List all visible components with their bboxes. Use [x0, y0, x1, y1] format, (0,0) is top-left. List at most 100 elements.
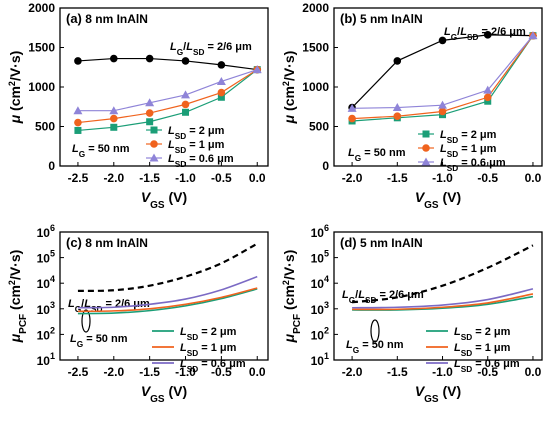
- panel-title: (c) 8 nm InAlN: [66, 235, 148, 250]
- x-tick-label: -1.5: [139, 365, 160, 379]
- legend-marker: [422, 130, 430, 138]
- data-point-l-g-l-sd-2-6-m: [438, 36, 447, 45]
- series-line-l-g-l-sd-2-6-m: [77, 242, 258, 293]
- x-axis-title: VGS (V): [141, 189, 187, 211]
- y-tick-label: 0: [48, 159, 55, 173]
- data-point-l-sd-0p6-m: [528, 31, 538, 40]
- series-line-l-sd-2-m: [77, 69, 258, 132]
- data-point-l-g-l-sd-2-6-m: [217, 61, 226, 69]
- panel-title: (d) 5 nm InAlN: [340, 235, 423, 250]
- data-point-l-sd-2-m: [484, 97, 492, 105]
- legend-label-l-sd-2-m: LSD = 2 μm: [180, 326, 237, 342]
- series-line-l-g-l-sd-2-6-m: [351, 34, 533, 108]
- data-point-l-sd-2-m: [110, 123, 118, 131]
- data-point-l-sd-2-m: [182, 108, 190, 116]
- annotation-lg: LG = 50 nm: [72, 143, 130, 159]
- data-point-l-sd-0p6-m: [438, 100, 448, 109]
- legend-label-l-sd-1-m: LSD = 1 μm: [180, 342, 237, 358]
- y-axis-title: μPCF (cm2/V·s): [281, 250, 303, 344]
- annotation-lg: LG = 50 nm: [348, 147, 406, 163]
- x-tick-label: -2.5: [68, 171, 89, 185]
- x-tick-label: -1.5: [139, 171, 160, 185]
- x-tick-label: -0.5: [477, 365, 498, 379]
- data-point-l-sd-0p6-m: [145, 98, 155, 107]
- plot-frame: [59, 231, 269, 361]
- y-tick-label: 104: [311, 274, 329, 291]
- legend-marker: [149, 153, 159, 162]
- legend-label-l-sd-0p6-m: LSD = 0.6 μm: [454, 358, 520, 374]
- data-point-l-sd-0p6-m: [73, 106, 83, 115]
- y-tick-label: 1500: [28, 41, 55, 55]
- data-point-l-sd-1-m: [393, 112, 402, 121]
- data-point-l-g-l-sd-2-6-m: [145, 54, 154, 63]
- x-tick-label: -0.5: [477, 171, 498, 185]
- y-tick-label: 102: [37, 325, 55, 342]
- series-line-l-g-l-sd-2-6-m: [351, 244, 534, 304]
- legend-label-l-sd-2-m: LSD = 2 μm: [168, 125, 225, 141]
- x-tick-label: -2.0: [103, 365, 124, 379]
- x-tick-label: 0.0: [525, 365, 542, 379]
- legend-label-l-sd-1-m: LSD = 1 μm: [168, 139, 225, 155]
- plot-frame: [333, 231, 543, 361]
- data-point-l-g-l-sd-2-6-m: [393, 57, 402, 65]
- y-tick-label: 105: [311, 249, 329, 266]
- y-tick-label: 0: [322, 159, 329, 173]
- data-point-l-sd-0p6-m: [252, 65, 262, 74]
- x-axis-title: VGS (V): [415, 189, 461, 211]
- chart-panel-c: -2.5 -2.0 -1.5 -1.0 -0.5 0.0 101 102 103 104 105 10…: [7, 223, 269, 405]
- x-tick-label: -1.0: [432, 365, 453, 379]
- x-tick-label: 0.0: [525, 171, 542, 185]
- y-tick-label: 500: [35, 120, 55, 134]
- data-point-l-sd-0p6-m: [347, 103, 357, 112]
- chart-panel-b: -2.0 -1.5 -1.0 -0.5 0.0 0 500 1000 1500 2000 (b) 5…: [281, 1, 543, 211]
- data-point-l-sd-0p6-m: [181, 90, 191, 99]
- y-tick-label: 106: [311, 223, 329, 240]
- x-tick-label: -1.0: [175, 365, 196, 379]
- data-point-l-sd-1-m: [438, 107, 447, 116]
- data-point-l-sd-1-m: [109, 114, 118, 123]
- series-line-l-sd-0p6-m: [77, 69, 258, 112]
- series-line-l-sd-2-m: [77, 288, 258, 315]
- y-tick-label: 2000: [28, 1, 55, 15]
- data-point-l-sd-2-m: [74, 126, 82, 134]
- data-point-l-sd-1-m: [483, 93, 492, 102]
- data-point-l-sd-2-m: [217, 93, 225, 101]
- y-tick-label: 101: [311, 351, 329, 368]
- data-point-l-sd-0p6-m: [109, 106, 119, 115]
- y-tick-label: 104: [37, 274, 55, 291]
- series-group-ellipse: [81, 309, 91, 333]
- data-point-l-sd-0p6-m: [216, 76, 226, 85]
- data-point-l-sd-1-m: [74, 118, 82, 127]
- y-tick-label: 103: [311, 300, 329, 317]
- y-tick-label: 1000: [28, 80, 55, 94]
- annotation-lg: LG = 50 nm: [70, 333, 128, 349]
- series-line-l-sd-1-m: [77, 69, 258, 124]
- annotation-lg: LG = 50 nm: [346, 339, 404, 355]
- legend-marker: [421, 157, 431, 166]
- x-tick-label: -1.5: [387, 171, 408, 185]
- x-tick-label: -2.0: [342, 171, 363, 185]
- x-tick-label: 0.0: [249, 171, 266, 185]
- chart-panel-a: -2.5 -2.0 -1.5 -1.0 -0.5 0.0 0 500 1000 1500 2000 (…: [7, 1, 269, 211]
- legend-marker: [150, 126, 158, 134]
- legend-label-l-sd-0p6-m: LSD = 0.6 μm: [168, 153, 234, 169]
- x-tick-label: -1.0: [175, 171, 196, 185]
- x-tick-label: -0.5: [211, 365, 232, 379]
- data-point-l-sd-1-m: [145, 109, 154, 117]
- series-line-l-sd-0p6-m: [352, 288, 534, 309]
- data-point-l-sd-0p6-m: [392, 103, 402, 112]
- legend-marker: [422, 144, 430, 152]
- x-tick-label: -1.0: [432, 171, 453, 185]
- legend-label-l-sd-1-m: LSD = 1 μm: [454, 342, 511, 358]
- y-tick-label: 106: [37, 223, 55, 240]
- data-point-l-g-l-sd-2-6-m: [181, 57, 190, 65]
- series-group-ellipse: [370, 319, 380, 343]
- data-point-l-sd-1-m: [181, 100, 190, 109]
- legend-label-l-sd-1-m: LSD = 1 μm: [440, 143, 497, 159]
- panel-title: (a) 8 nm InAlN: [66, 11, 148, 26]
- legend-marker: [150, 140, 158, 148]
- x-tick-label: 0.0: [249, 365, 266, 379]
- y-tick-label: 101: [37, 351, 55, 368]
- x-axis-title: VGS (V): [141, 383, 187, 405]
